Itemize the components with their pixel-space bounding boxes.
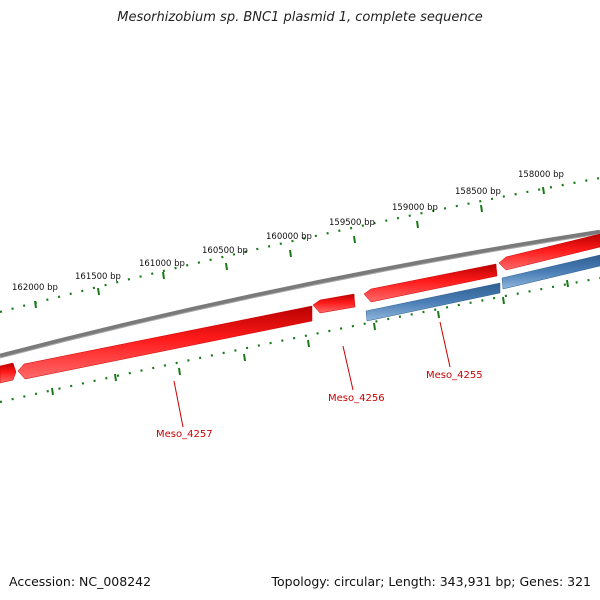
gene-arrow-reverse[interactable] <box>501 254 600 290</box>
gene-arrow-forward[interactable] <box>0 362 17 384</box>
gene-label-meso-4257[interactable]: Meso_4257 <box>156 429 213 440</box>
gene-arrow-meso-4255[interactable] <box>365 282 501 322</box>
gene-arrow-forward[interactable] <box>498 233 600 271</box>
ruler-label: 159000 bp <box>392 203 438 213</box>
outer-ruler <box>0 176 600 314</box>
inner-ruler <box>0 276 600 404</box>
ruler-label: 161500 bp <box>75 272 121 282</box>
gene-label-meso-4255[interactable]: Meso_4255 <box>426 370 483 381</box>
ruler-label: 158000 bp <box>518 170 564 180</box>
ruler-label: 160500 bp <box>202 246 248 256</box>
outer-ruler-ticks <box>34 186 545 309</box>
ruler-label: 160000 bp <box>266 232 312 242</box>
topology-summary: Topology: circular; Length: 343,931 bp; … <box>271 574 592 589</box>
page-title: Mesorhizobium sp. BNC1 plasmid 1, comple… <box>117 10 483 25</box>
plasmid-backbone <box>0 229 600 359</box>
reverse-strand-genes <box>365 254 600 322</box>
ruler-label: 161000 bp <box>139 259 185 269</box>
ruler-label: 162000 bp <box>12 283 58 293</box>
gene-arrow-meso-4256[interactable] <box>312 293 356 314</box>
ruler-label: 159500 bp <box>329 218 375 228</box>
accession-text: Accession: NC_008242 <box>9 574 152 589</box>
ruler-label: 158500 bp <box>455 187 501 197</box>
gene-arrow-meso-4257[interactable] <box>17 305 313 380</box>
forward-strand-genes <box>0 233 600 384</box>
inner-ruler-ticks <box>51 279 569 396</box>
gene-leader-lines <box>173 321 451 428</box>
gene-arrow-forward[interactable] <box>363 263 498 303</box>
gene-label-meso-4256[interactable]: Meso_4256 <box>328 393 385 404</box>
